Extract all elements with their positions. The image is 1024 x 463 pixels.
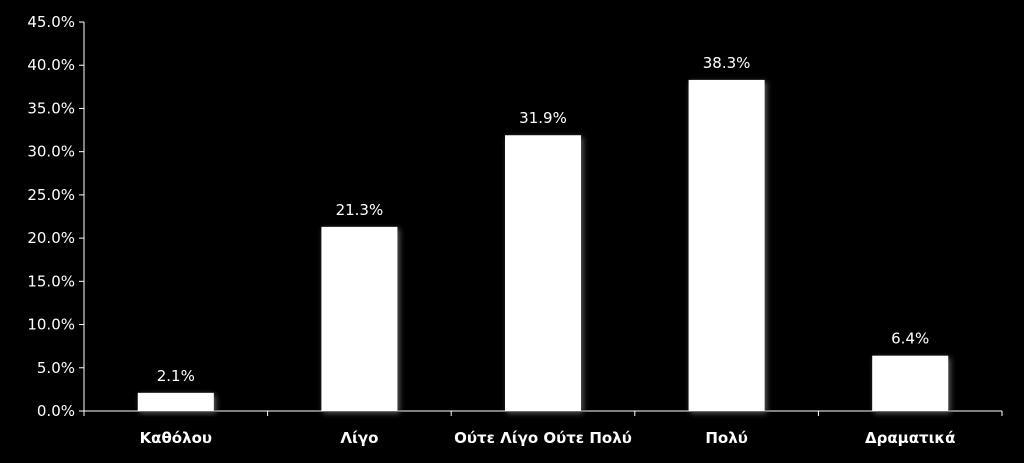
category-labels: Καθόλου Λίγο Ούτε Λίγο Ούτε Πολύ Πολύ Δραματ…: [140, 429, 956, 447]
y-axis: 0.0% 5.0% 10.0% 15.0% 20.0% 25.0% 30.0% 35.0% 40…: [27, 13, 85, 420]
y-tick-label: 25.0%: [27, 186, 75, 204]
data-label: 21.3%: [336, 201, 384, 219]
y-tick-label: 35.0%: [27, 99, 75, 117]
y-tick-label: 40.0%: [27, 56, 75, 74]
category-label: Λίγο: [340, 429, 378, 447]
bar: [505, 135, 581, 411]
data-label: 6.4%: [891, 330, 929, 348]
data-label: 2.1%: [157, 367, 195, 385]
data-label: 38.3%: [703, 54, 751, 72]
bar-series: [137, 79, 949, 411]
bar: [137, 392, 214, 411]
y-tick-label: 10.0%: [27, 316, 75, 334]
y-tick-label: 0.0%: [37, 402, 75, 420]
category-label: Καθόλου: [140, 429, 212, 447]
y-tick-label: 20.0%: [27, 229, 75, 247]
category-label: Δραματικά: [865, 429, 955, 447]
y-tick-label: 5.0%: [37, 359, 75, 377]
bar: [321, 226, 398, 411]
category-label: Ούτε Λίγο Ούτε Πολύ: [454, 429, 632, 447]
data-label: 31.9%: [519, 109, 567, 127]
data-labels: 2.1% 21.3% 31.9% 38.3% 6.4%: [157, 54, 930, 385]
y-tick-label: 15.0%: [27, 272, 75, 290]
bar: [872, 355, 949, 411]
category-label: Πολύ: [705, 429, 747, 447]
y-tick-label: 45.0%: [27, 13, 75, 31]
y-tick-label: 30.0%: [27, 143, 75, 161]
x-axis: [83, 410, 1003, 416]
bar: [688, 79, 765, 411]
